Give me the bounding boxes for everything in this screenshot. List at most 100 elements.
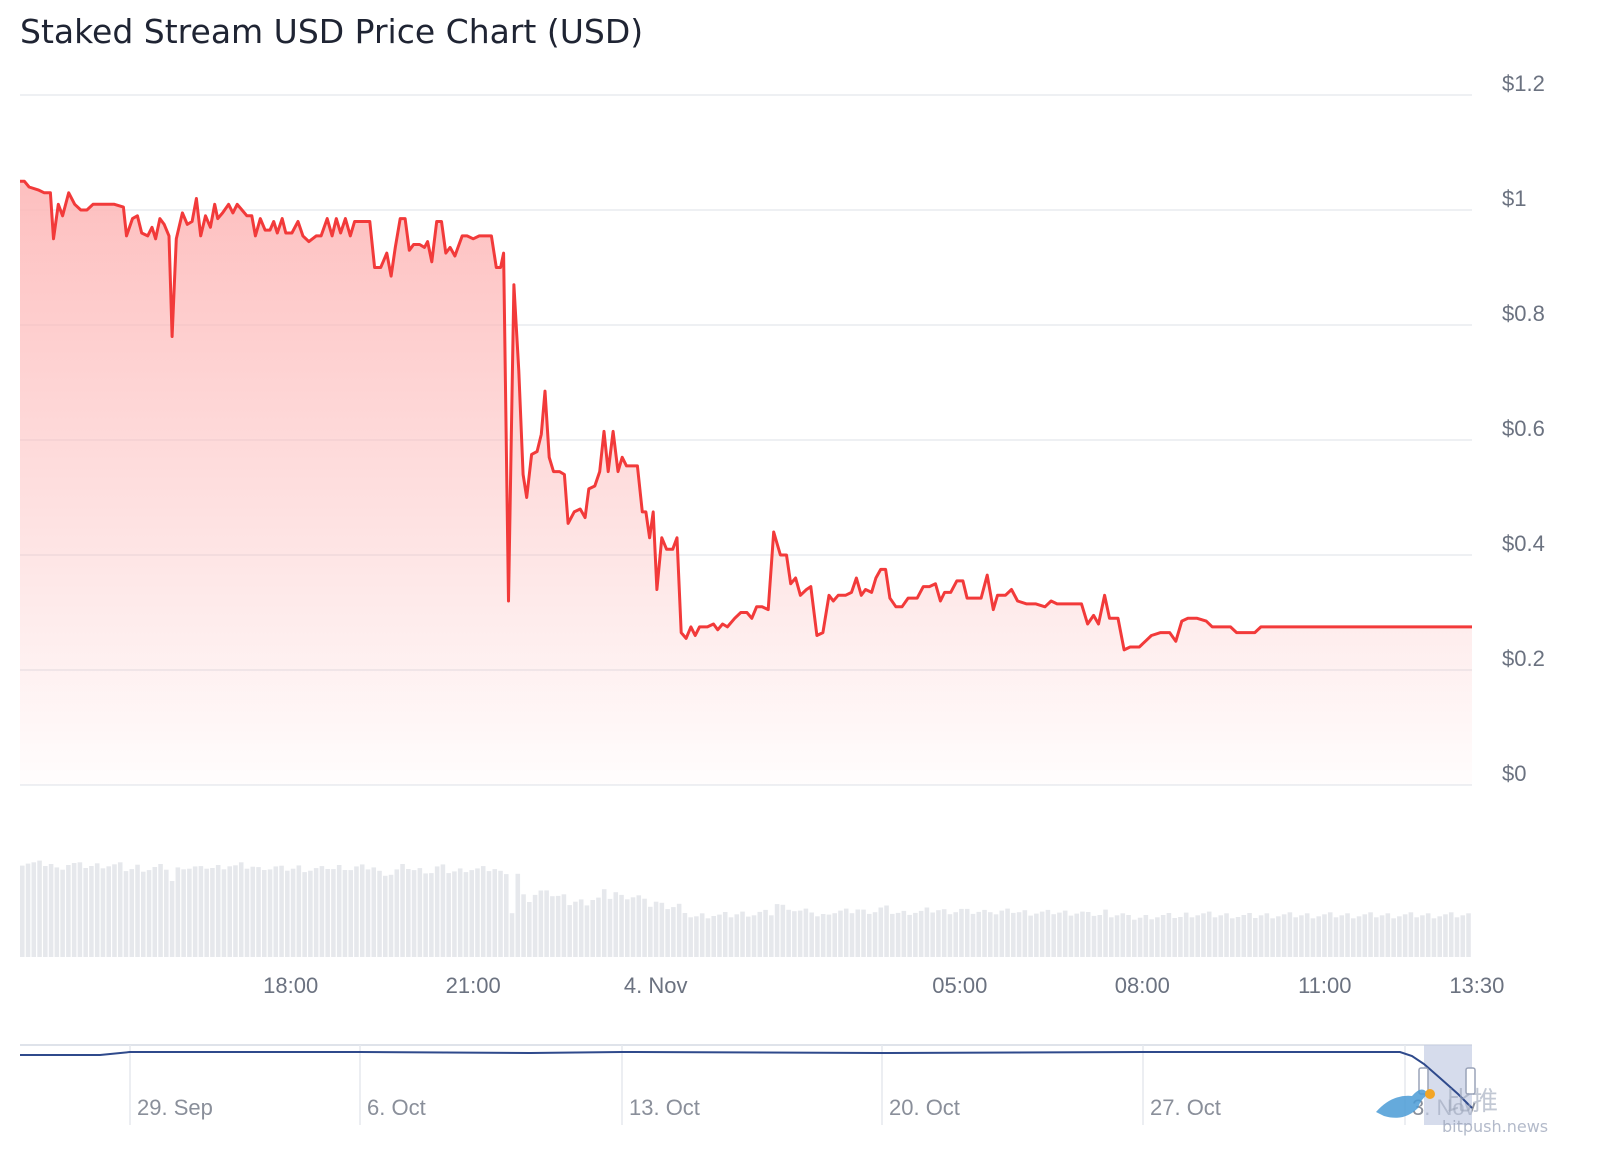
navigator-series-line [20, 1050, 1473, 1109]
volume-bar [475, 868, 480, 957]
volume-bar [1258, 915, 1264, 957]
navigator-tick-label: 29. Sep [137, 1095, 213, 1120]
volume-bar [1155, 917, 1160, 957]
volume-bar [532, 894, 538, 957]
volume-bar [584, 905, 590, 957]
volume-bar [993, 914, 999, 957]
volume-bar [233, 865, 238, 957]
volume-bar [371, 867, 377, 957]
volume-bar [1201, 913, 1206, 957]
volume-bar [1466, 913, 1471, 957]
volume-bar [256, 867, 261, 957]
volume-bar [613, 892, 619, 957]
y-tick-label: $0.6 [1502, 416, 1545, 441]
volume-bar [204, 868, 209, 957]
x-tick-label: 08:00 [1115, 973, 1170, 998]
volume-bar [1137, 917, 1143, 957]
x-tick-label: 21:00 [446, 973, 501, 998]
volume-bar [187, 868, 192, 957]
volume-bar [786, 909, 791, 957]
navigator-handle-right[interactable] [1465, 1067, 1476, 1095]
volume-bar [480, 866, 486, 957]
volume-bar [175, 867, 181, 957]
volume-bar [682, 913, 688, 957]
volume-bar [71, 863, 77, 957]
price-line[interactable] [20, 179, 1472, 652]
volume-bar [671, 907, 676, 957]
volume-bar [1011, 912, 1016, 957]
volume-bar [296, 865, 302, 957]
volume-bar [970, 913, 976, 957]
volume-bar [469, 870, 474, 957]
volume-bar [659, 902, 665, 957]
volume-bar [1183, 912, 1189, 957]
volume-bar [164, 869, 169, 957]
volume-bar [383, 875, 388, 957]
volume-bar [1080, 911, 1085, 957]
volume-bar [895, 912, 901, 957]
volume-bar [878, 907, 884, 957]
volume-bar [308, 870, 313, 957]
volume-bar [336, 865, 342, 957]
volume-bar [117, 862, 123, 957]
volume-bar [676, 903, 682, 957]
volume-bar [1293, 917, 1298, 957]
volume-bar [1109, 917, 1114, 957]
volume-bar [1276, 916, 1281, 957]
volume-bar [1333, 917, 1339, 957]
volume-bar [1247, 913, 1252, 957]
volume-bar [947, 914, 953, 957]
volume-bar [37, 860, 42, 957]
volume-bar [83, 868, 88, 957]
volume-bar [769, 915, 774, 957]
volume-bar [331, 869, 336, 957]
volume-bar [1264, 913, 1270, 957]
volume-bar [780, 904, 786, 957]
volume-bar [797, 910, 803, 957]
volume-bar [1362, 914, 1368, 957]
volume-bar [1414, 917, 1419, 957]
volume-bar [273, 866, 279, 957]
volume-bar [1460, 915, 1466, 957]
y-tick-label: $0 [1502, 761, 1526, 786]
volume-bar [855, 909, 861, 957]
volume-bar [590, 900, 595, 957]
volume-bar [169, 881, 175, 957]
volume-bar [688, 917, 693, 957]
volume-bar [141, 871, 146, 957]
x-tick-label: 18:00 [263, 973, 318, 998]
volume-bar [359, 864, 365, 957]
volume-bar [354, 866, 359, 957]
volume-bar [538, 890, 544, 957]
volume-bar [43, 866, 48, 957]
volume-bar [964, 908, 970, 957]
volume-bar [999, 910, 1005, 957]
volume-bar [400, 864, 405, 957]
volume-bar [54, 867, 60, 957]
volume-bar [705, 918, 711, 957]
volume-bar [129, 869, 135, 957]
navigator-tick-label: 13. Oct [629, 1095, 700, 1120]
volume-bar [642, 898, 647, 957]
volume-bar [774, 904, 780, 957]
volume-bar [342, 870, 348, 957]
volume-bar [1253, 918, 1258, 957]
volume-bar [596, 897, 601, 957]
volume-bar [1206, 911, 1212, 957]
volume-bar [440, 864, 446, 957]
volume-bar [60, 869, 65, 957]
volume-bar [434, 866, 440, 957]
volume-bar [221, 869, 227, 957]
volume-bar [1356, 916, 1362, 957]
volume-bar [832, 913, 837, 957]
volume-bar [515, 873, 521, 957]
volume-bar [25, 863, 31, 957]
volume-bar [348, 870, 353, 957]
volume-bar [279, 865, 284, 957]
volume-bar [1120, 913, 1126, 957]
chart-title: Staked Stream USD Price Chart (USD) [20, 12, 644, 51]
volume-bar [262, 870, 267, 957]
volume-bar [1374, 917, 1379, 957]
